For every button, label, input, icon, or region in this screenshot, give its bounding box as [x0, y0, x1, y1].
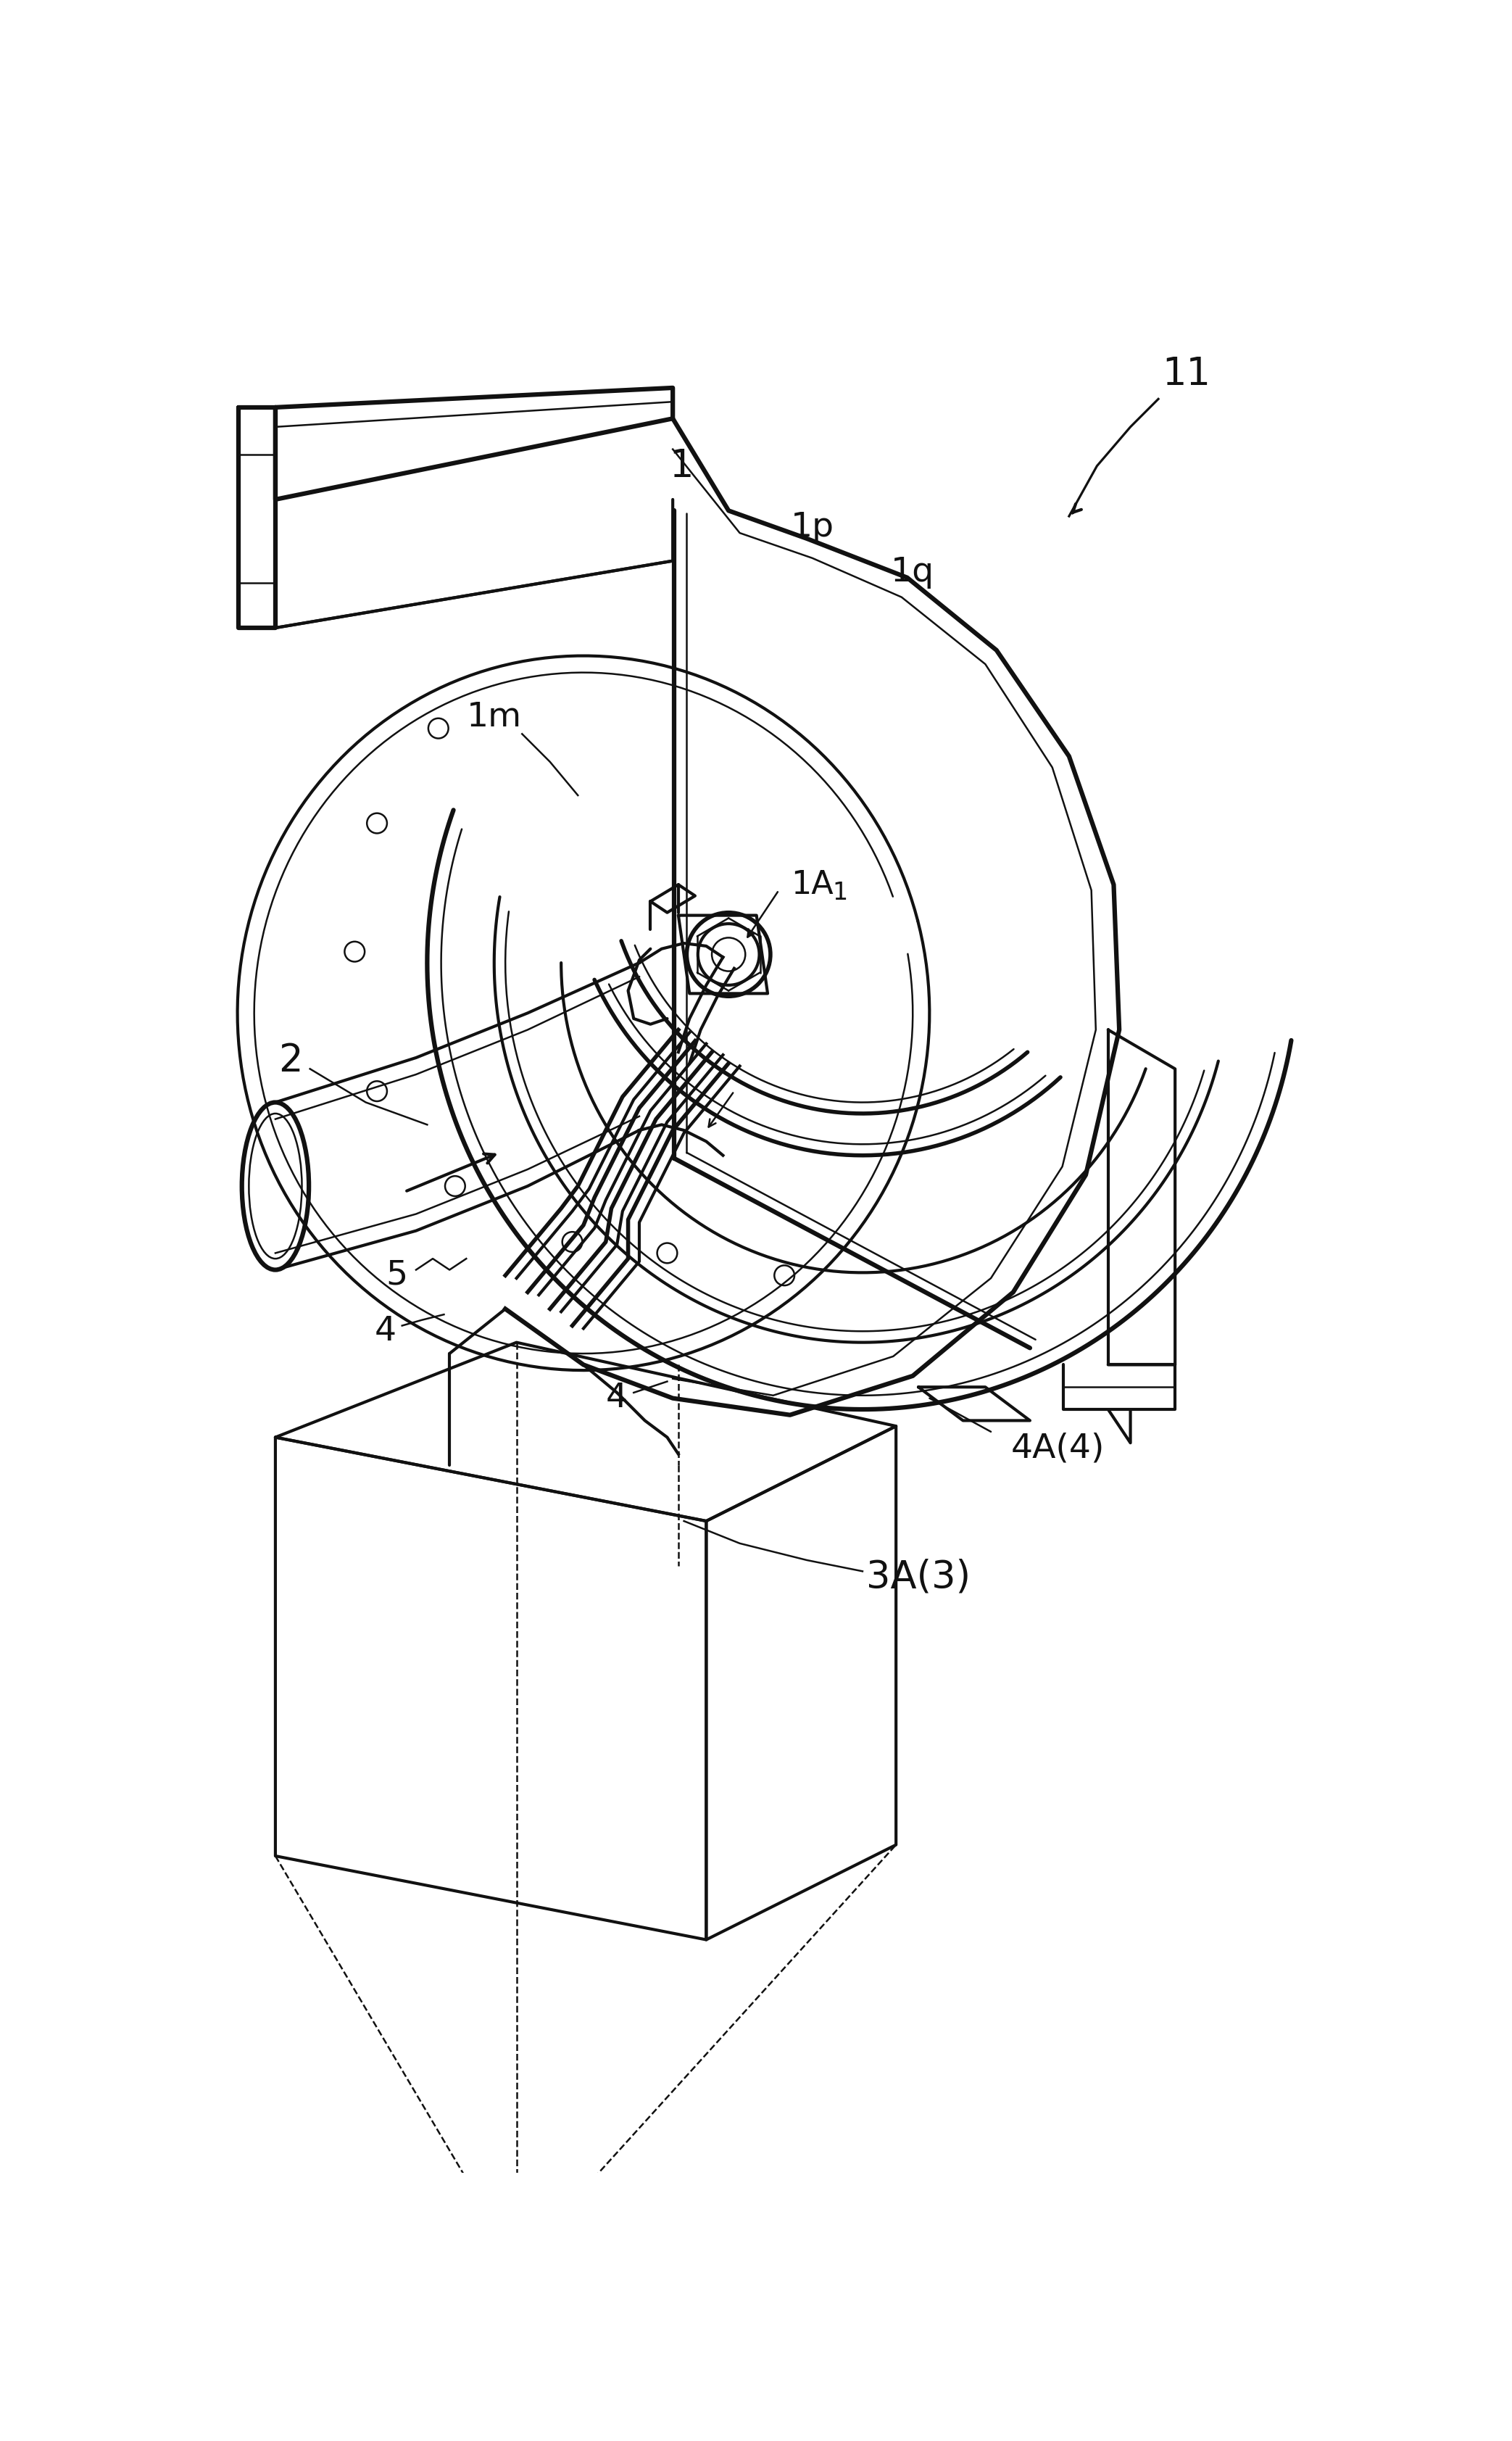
Text: 1: 1 [668, 447, 694, 486]
Text: 2: 2 [278, 1042, 302, 1079]
Text: 5: 5 [386, 1260, 407, 1291]
Text: 4: 4 [375, 1316, 396, 1347]
Text: 1m: 1m [467, 701, 522, 732]
Text: 1q: 1q [891, 557, 934, 588]
Text: 11: 11 [1161, 354, 1211, 393]
Text: 3A(3): 3A(3) [866, 1557, 971, 1596]
Text: 4A(4): 4A(4) [1012, 1433, 1105, 1465]
Text: 1A: 1A [791, 869, 833, 901]
Text: 1: 1 [833, 881, 848, 906]
Text: 1p: 1p [791, 510, 835, 544]
Text: 4: 4 [606, 1382, 627, 1413]
